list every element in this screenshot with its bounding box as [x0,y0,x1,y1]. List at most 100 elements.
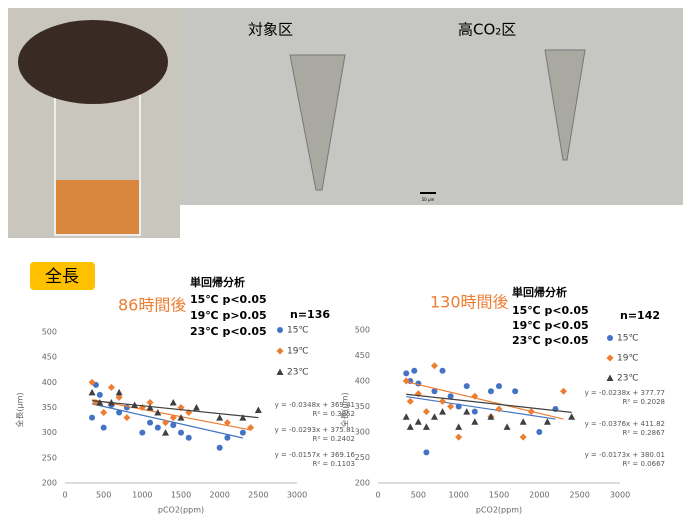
photo-label: 高CO₂区 [458,21,516,39]
x-tick-label: 2500 [569,491,589,500]
point [455,434,462,441]
point [186,435,192,441]
point [155,425,161,431]
x-tick-label: 3000 [287,491,307,500]
point [240,430,246,436]
y-tick-label: 450 [355,351,370,360]
point [108,384,115,391]
point [423,449,429,455]
point [116,389,123,396]
point [403,370,409,376]
point [147,420,153,426]
significance: 15℃ p<0.05 [190,293,267,306]
y-tick-label: 350 [355,402,370,411]
point [463,408,470,415]
point [162,429,169,436]
point [423,408,430,415]
scale-label: 50 μm [422,197,435,202]
y-tick-label: 450 [42,353,57,362]
point [456,404,462,410]
legend-label: 23℃ [287,368,309,378]
point [277,327,283,333]
point [170,422,176,428]
point [496,383,502,389]
point [439,408,446,415]
point [431,362,438,369]
point [607,355,614,362]
section-label: 全長 [45,267,79,287]
point [520,418,527,425]
point [464,383,470,389]
point [607,375,614,382]
significance: 19℃ p>0.05 [190,309,267,322]
trend-equation: y = -0.0157x + 369.16 [275,451,356,459]
x-tick-label: 0 [375,491,380,500]
trend-equation: y = -0.0376x + 411.82 [585,420,665,428]
significance: 23℃ p<0.05 [512,334,589,347]
x-tick-label: 2000 [209,491,229,500]
point [455,423,462,430]
x-tick-label: 500 [411,491,426,500]
x-tick-label: 1000 [132,491,152,500]
trend-r2: R² = 0.1103 [313,460,355,468]
point [224,435,230,441]
point [471,418,478,425]
trend-line [406,394,571,412]
significance: 15℃ p<0.05 [512,304,589,317]
significance: 19℃ p<0.05 [512,319,589,332]
point [123,414,130,421]
y-axis-label: 全長(μm) [15,392,25,427]
point [607,335,613,341]
y-tick-label: 350 [42,403,57,412]
point [89,389,96,396]
point [403,413,410,420]
y-tick-label: 250 [355,453,370,462]
legend-label: 15℃ [287,326,309,336]
point [178,430,184,436]
point [101,425,107,431]
photo-label: 対象区 [248,21,293,39]
point [216,414,223,421]
x-axis-label: pCO2(ppm) [158,506,204,515]
point [568,413,575,420]
point [407,398,414,405]
figure: 50 μm 対象区 高CO₂区 全長 86時間後単回帰分析15℃ p<0.051… [0,0,683,515]
y-tick-label: 200 [42,479,57,488]
point [544,418,551,425]
point [407,423,414,430]
point [536,429,542,435]
y-tick-label: 250 [42,453,57,462]
chart-title: 86時間後 [118,296,186,315]
x-tick-label: 500 [96,491,111,500]
point [217,445,223,451]
point [415,418,422,425]
x-tick-label: 3000 [610,491,630,500]
x-tick-label: 2500 [248,491,268,500]
x-tick-label: 1500 [171,491,191,500]
point [255,407,262,414]
n-label: n=136 [290,308,330,321]
point [504,423,511,430]
trend-r2: R² = 0.2867 [623,429,665,437]
legend-label: 19℃ [287,347,309,357]
urchin [18,20,168,104]
point [239,414,246,421]
point [116,410,122,416]
y-tick-label: 400 [355,377,370,386]
x-tick-label: 1500 [489,491,509,500]
significance: 23℃ p<0.05 [190,325,267,338]
point [488,388,494,394]
point [247,424,254,431]
beaker-liquid [55,180,140,235]
point [277,348,284,355]
point [193,404,200,411]
point [472,409,478,415]
trend-equation: y = -0.0238x + 377.77 [585,389,665,397]
y-tick-label: 500 [42,328,57,337]
x-axis-label: pCO2(ppm) [476,506,522,515]
y-tick-label: 500 [355,326,370,335]
point [431,413,438,420]
point [97,392,103,398]
trend-r2: R² = 0.2402 [313,435,355,443]
point [520,434,527,441]
